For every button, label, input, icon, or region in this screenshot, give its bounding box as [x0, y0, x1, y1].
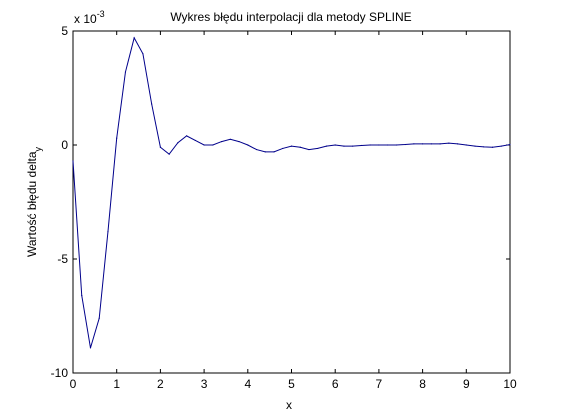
- x-tick-label: 1: [113, 377, 120, 391]
- y-axis-exponent: x 10-3: [74, 9, 105, 26]
- data-points: [72, 37, 511, 349]
- data-point: [448, 142, 450, 144]
- data-point: [98, 317, 100, 319]
- y-axis-exponent-base: x 10: [74, 12, 97, 26]
- x-tick-label: 2: [157, 377, 164, 391]
- y-axis-exponent-power: -3: [97, 9, 105, 19]
- data-point: [116, 137, 118, 139]
- data-point: [124, 71, 127, 73]
- data-point: [308, 148, 310, 151]
- data-point: [500, 145, 502, 147]
- y-axis-label-sub: y: [33, 146, 43, 151]
- data-point: [238, 140, 240, 143]
- data-point: [378, 144, 380, 146]
- data-point: [186, 135, 188, 137]
- y-axis-label-main: Wartość błędu delta: [25, 151, 39, 257]
- x-tick-label: 5: [288, 377, 295, 391]
- data-point: [491, 146, 494, 148]
- data-point: [229, 138, 231, 140]
- data-point: [509, 143, 511, 146]
- y-tick-label: 0: [61, 138, 68, 152]
- data-point: [387, 144, 389, 146]
- y-axis-label: Wartość błędu deltay: [25, 146, 43, 257]
- data-point: [360, 144, 363, 147]
- data-point: [151, 103, 153, 105]
- data-point: [422, 143, 424, 145]
- data-point: [483, 146, 485, 148]
- data-point: [352, 145, 354, 147]
- x-tick-label: 7: [376, 377, 383, 391]
- data-point: [159, 146, 161, 148]
- x-tick-label: 6: [332, 377, 339, 391]
- x-tick-label: 10: [503, 377, 517, 391]
- data-point: [194, 139, 196, 142]
- data-point: [456, 143, 459, 145]
- data-point: [81, 294, 83, 297]
- data-point: [107, 231, 109, 233]
- data-point: [465, 144, 467, 146]
- data-point: [264, 151, 266, 153]
- tick-marks: [72, 30, 511, 374]
- data-point: [133, 37, 135, 39]
- data-point: [212, 144, 214, 146]
- chart-title: Wykres błędu interpolacji dla metody SPL…: [170, 10, 411, 24]
- x-tick-label: 3: [201, 377, 208, 391]
- data-point: [413, 143, 415, 145]
- data-point: [369, 144, 371, 146]
- data-point: [72, 160, 74, 162]
- data-point: [247, 144, 249, 146]
- y-tick-label: -5: [57, 252, 68, 266]
- data-point: [177, 142, 179, 144]
- plot-area-frame: [72, 30, 511, 374]
- data-point: [343, 145, 345, 147]
- data-point: [299, 146, 301, 148]
- x-axis-label: x: [286, 398, 292, 412]
- data-point: [430, 143, 432, 145]
- data-point: [474, 145, 476, 147]
- x-tick-label: 0: [70, 377, 77, 391]
- data-point: [395, 144, 397, 146]
- data-point: [404, 143, 406, 146]
- data-point: [220, 140, 223, 143]
- tick-labels: 0 1 2 3 4 5 6 7 8 9 10 -10 -5 0 5: [51, 24, 517, 391]
- data-point: [203, 144, 205, 146]
- y-tick-label: 5: [61, 24, 68, 38]
- data-point: [325, 145, 328, 147]
- data-point: [317, 147, 319, 150]
- data-point: [89, 347, 92, 349]
- data-point: [168, 153, 170, 155]
- data-point: [273, 151, 275, 153]
- data-point: [255, 148, 258, 151]
- x-tick-label: 9: [463, 377, 470, 391]
- y-tick-label: -10: [51, 366, 69, 380]
- data-point: [290, 145, 293, 147]
- x-tick-label: 4: [244, 377, 251, 391]
- data-point: [439, 143, 441, 145]
- data-point: [334, 144, 336, 146]
- data-point: [142, 53, 144, 55]
- x-tick-label: 8: [419, 377, 426, 391]
- data-point: [282, 147, 284, 150]
